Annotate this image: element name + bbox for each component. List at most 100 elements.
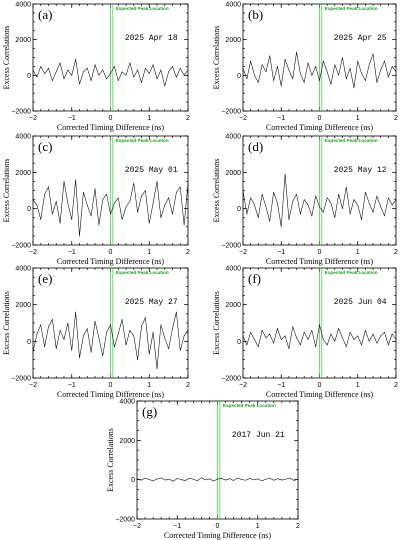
data-point <box>349 213 351 215</box>
data-point <box>67 69 69 71</box>
y-tick-label: 4000 <box>225 134 241 141</box>
data-point <box>258 82 259 83</box>
data-point <box>32 352 34 353</box>
y-axis-label: Excess Correlations <box>212 26 221 90</box>
data-point <box>137 212 138 213</box>
peak-annotation: Expected Peak Location <box>325 138 378 143</box>
data-point <box>187 182 189 184</box>
data-point <box>376 342 378 344</box>
data-point <box>334 64 336 65</box>
x-tick-label: −1 <box>68 115 76 122</box>
data-point <box>315 195 316 197</box>
data-point <box>145 317 146 318</box>
data-point <box>36 76 38 78</box>
data-point <box>164 479 166 481</box>
x-tick-label: −2 <box>29 115 37 122</box>
x-tick-label: 2 <box>186 115 190 122</box>
data-point <box>183 224 185 226</box>
data-point <box>156 478 158 480</box>
data-point <box>391 333 393 335</box>
x-tick-label: −1 <box>277 382 285 389</box>
data-point <box>241 479 242 480</box>
data-point <box>296 193 297 195</box>
x-tick-label: 1 <box>356 115 360 122</box>
panel-letter: (d) <box>248 139 263 154</box>
data-point <box>133 182 135 184</box>
x-tick-label: 0 <box>318 382 322 389</box>
data-point <box>160 324 162 326</box>
chart-panel: −2 −1 0 1 2 −2000 0 2000 4000 Corrected Timing Di… <box>212 266 398 400</box>
data-point <box>233 480 234 481</box>
x-tick-label: 1 <box>147 249 151 256</box>
data-point <box>32 69 34 71</box>
data-point <box>376 195 378 197</box>
data-point <box>388 76 389 78</box>
x-tick-label: 2 <box>186 382 190 389</box>
data-point <box>246 344 248 346</box>
data-point <box>345 78 347 80</box>
data-point <box>269 221 271 222</box>
data-point <box>63 78 65 80</box>
data-point <box>129 330 131 331</box>
data-point <box>391 66 393 67</box>
y-axis-label: Excess Correlations <box>2 26 11 90</box>
x-axis-label: Corrected Timing Difference (ns) <box>266 390 373 399</box>
data-point <box>368 341 370 342</box>
data-point <box>141 326 142 327</box>
y-tick-label: 4000 <box>15 266 31 273</box>
x-tick-label: 2 <box>394 382 398 389</box>
data-point <box>98 75 100 76</box>
data-point <box>261 193 263 195</box>
data-point <box>52 80 53 81</box>
data-point <box>59 62 61 64</box>
data-point <box>140 479 142 481</box>
panel-date: 2025 May 01 <box>125 166 178 175</box>
x-tick-label: −2 <box>239 382 247 389</box>
data-point <box>160 217 162 219</box>
data-point <box>102 199 104 200</box>
data-point <box>284 173 286 175</box>
x-axis-label: Corrected Timing Difference (ns) <box>266 257 373 266</box>
x-axis-label: Corrected Timing Difference (ns) <box>57 123 164 132</box>
panel-date: 2017 Jun 21 <box>232 431 285 440</box>
y-tick-label: −2000 <box>221 109 241 116</box>
data-point <box>148 222 150 224</box>
data-point <box>117 80 119 81</box>
data-point <box>172 328 173 329</box>
peak-annotation: Expected Peak Location <box>116 270 169 275</box>
data-point <box>86 67 88 69</box>
data-point <box>145 190 146 191</box>
y-axis-label: Excess Correlations <box>2 159 11 223</box>
data-point <box>296 337 297 338</box>
data-point <box>338 193 339 195</box>
chart-panel: −2 −1 0 1 2 −2000 0 2000 4000 Corrected Timing Di… <box>2 134 190 267</box>
y-axis-label: Excess Correlations <box>212 159 221 223</box>
data-point <box>254 75 255 76</box>
data-point <box>376 82 378 83</box>
data-point <box>133 335 135 337</box>
data-point <box>156 181 158 182</box>
data-point <box>368 64 370 65</box>
data-point <box>311 75 313 76</box>
data-point <box>156 368 158 370</box>
y-tick-label: 4000 <box>15 134 31 141</box>
data-point <box>221 478 222 479</box>
data-point <box>90 80 92 81</box>
y-tick-label: −2000 <box>221 243 241 250</box>
data-point <box>319 206 320 208</box>
data-point <box>137 69 138 71</box>
y-tick-label: 2000 <box>15 302 31 309</box>
data-point <box>384 215 385 217</box>
data-point <box>160 477 162 479</box>
y-tick-label: 2000 <box>225 302 241 309</box>
x-tick-label: −2 <box>29 249 37 256</box>
data-point <box>288 69 290 71</box>
x-tick-label: 2 <box>394 115 398 122</box>
data-point <box>311 215 313 217</box>
data-point <box>55 71 57 73</box>
panel-letter: (f) <box>248 271 261 286</box>
data-point <box>284 335 286 337</box>
data-point <box>75 311 76 313</box>
y-tick-label: 0 <box>237 73 241 80</box>
